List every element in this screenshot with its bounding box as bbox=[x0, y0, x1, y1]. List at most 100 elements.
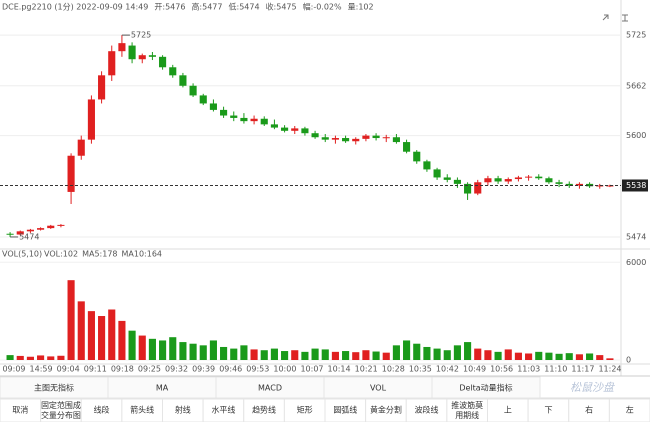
x-tick-label: 11:17 bbox=[571, 365, 594, 374]
volume-bar bbox=[433, 348, 441, 360]
toolbar-button-label[interactable]: 推波筋莫用期线 bbox=[451, 400, 483, 420]
volume-bar bbox=[453, 345, 461, 360]
y-tick-label: 5662 bbox=[626, 81, 646, 90]
toolbar-button-label[interactable]: 下 bbox=[544, 406, 552, 415]
candle-body bbox=[453, 179, 461, 184]
volume-bar bbox=[464, 342, 472, 360]
volume-bar bbox=[281, 351, 289, 360]
candle-body bbox=[199, 95, 207, 104]
volume-bar bbox=[535, 351, 543, 360]
toolbar-button-label[interactable]: 趋势线 bbox=[252, 405, 276, 415]
candle-body bbox=[474, 182, 482, 194]
volume-bar bbox=[606, 358, 614, 360]
volume-bar bbox=[108, 309, 116, 360]
x-tick-label: 09:18 bbox=[111, 365, 134, 374]
expand-icon[interactable] bbox=[602, 14, 609, 21]
candle-body bbox=[413, 151, 421, 162]
toolbar-button-label[interactable]: 右 bbox=[585, 405, 593, 415]
settings-icon[interactable] bbox=[622, 14, 628, 22]
candle-body bbox=[352, 138, 360, 142]
candle-body bbox=[291, 128, 299, 131]
candle-body bbox=[179, 75, 187, 86]
toolbar-button-label[interactable]: 水平线 bbox=[211, 405, 235, 415]
volume-bar bbox=[413, 343, 421, 360]
x-tick-label: 14:59 bbox=[30, 365, 53, 374]
toolbar-button-label[interactable]: 主图无指标 bbox=[34, 383, 74, 393]
volume-bar bbox=[37, 355, 45, 360]
toolbar-button-label[interactable]: 上 bbox=[504, 406, 512, 415]
candle-body bbox=[26, 229, 34, 232]
candle-body bbox=[555, 182, 563, 184]
toolbar-button-label[interactable]: 箭头线 bbox=[130, 405, 154, 415]
x-tick-label: 09:32 bbox=[165, 365, 188, 374]
toolbar-button-label[interactable]: 矩形 bbox=[297, 405, 313, 415]
candle-body bbox=[423, 161, 431, 170]
candle-body bbox=[16, 231, 24, 235]
toolbar-button-label[interactable]: 固定范围成交量分布图 bbox=[41, 400, 81, 420]
y-tick-label: 5600 bbox=[626, 131, 646, 140]
x-tick-label: 11:03 bbox=[517, 365, 540, 374]
watermark: 松鼠沙盘 bbox=[570, 381, 616, 394]
toolbar-button-label[interactable]: 波段线 bbox=[415, 405, 439, 415]
volume-bar bbox=[596, 355, 604, 360]
candle-body bbox=[281, 127, 289, 131]
candle-body bbox=[98, 75, 106, 100]
toolbar-button-label[interactable]: 黄金分割 bbox=[370, 405, 402, 415]
x-tick-label: 10:42 bbox=[436, 365, 459, 374]
annotation-label: 5474 bbox=[19, 232, 39, 241]
toolbar-button-label[interactable]: 取消 bbox=[12, 405, 28, 415]
toolbar-button[interactable] bbox=[431, 376, 541, 399]
x-tick-label: 09:25 bbox=[138, 365, 161, 374]
toolbar-button-label[interactable]: Delta动量指标 bbox=[459, 383, 512, 393]
toolbar-button-label[interactable]: 线段 bbox=[94, 405, 110, 415]
candle-body bbox=[484, 178, 492, 183]
volume-bar bbox=[77, 301, 85, 360]
candle-body bbox=[443, 177, 451, 180]
volume-bar bbox=[311, 348, 319, 360]
candle-body bbox=[209, 103, 217, 110]
candle-body bbox=[47, 225, 55, 229]
volume-bar bbox=[525, 353, 533, 360]
candle-body bbox=[382, 137, 390, 139]
volume-bar bbox=[148, 338, 156, 360]
volume-bar bbox=[484, 350, 492, 360]
volume-bar bbox=[372, 351, 380, 360]
volume-bar bbox=[98, 316, 106, 360]
candle-body bbox=[464, 183, 472, 194]
volume-bar bbox=[138, 335, 146, 360]
toolbar-button-label[interactable]: VOL bbox=[370, 384, 387, 393]
candle-body bbox=[331, 138, 339, 140]
candle-body bbox=[606, 185, 614, 187]
volume-bar bbox=[403, 340, 411, 360]
y-tick-label: 5725 bbox=[626, 31, 646, 40]
candle-body bbox=[118, 43, 126, 52]
volume-bar bbox=[555, 353, 563, 360]
candle-body bbox=[108, 51, 116, 76]
volume-bar bbox=[575, 354, 583, 360]
header-item: 量:102 bbox=[348, 3, 374, 12]
annotation-label: 5725 bbox=[131, 31, 151, 40]
last-price-box bbox=[622, 179, 648, 192]
volume-bar bbox=[6, 355, 14, 360]
toolbar-button-label[interactable]: 圆弧线 bbox=[333, 405, 357, 415]
candle-body bbox=[240, 117, 248, 122]
volume-bar bbox=[443, 350, 451, 360]
candle-body bbox=[87, 99, 95, 140]
candle-body bbox=[311, 133, 319, 138]
candle-body bbox=[138, 55, 146, 60]
window-icons[interactable] bbox=[602, 14, 628, 22]
volume-bar bbox=[565, 353, 573, 360]
toolbar-button[interactable] bbox=[608, 398, 650, 422]
volume-bar bbox=[301, 351, 309, 360]
toolbar-button-label[interactable]: MA bbox=[156, 384, 169, 393]
candle-body bbox=[372, 135, 380, 139]
y-tick-label: 0 bbox=[626, 356, 631, 365]
candle-body bbox=[575, 183, 583, 186]
volume-bar bbox=[342, 351, 350, 360]
volume-bar bbox=[270, 348, 278, 360]
volume-bar bbox=[230, 348, 238, 360]
toolbar-button-label[interactable]: 左 bbox=[626, 405, 634, 415]
toolbar-button-label[interactable]: 射线 bbox=[175, 405, 191, 415]
toolbar-button-label[interactable]: MACD bbox=[258, 384, 282, 393]
